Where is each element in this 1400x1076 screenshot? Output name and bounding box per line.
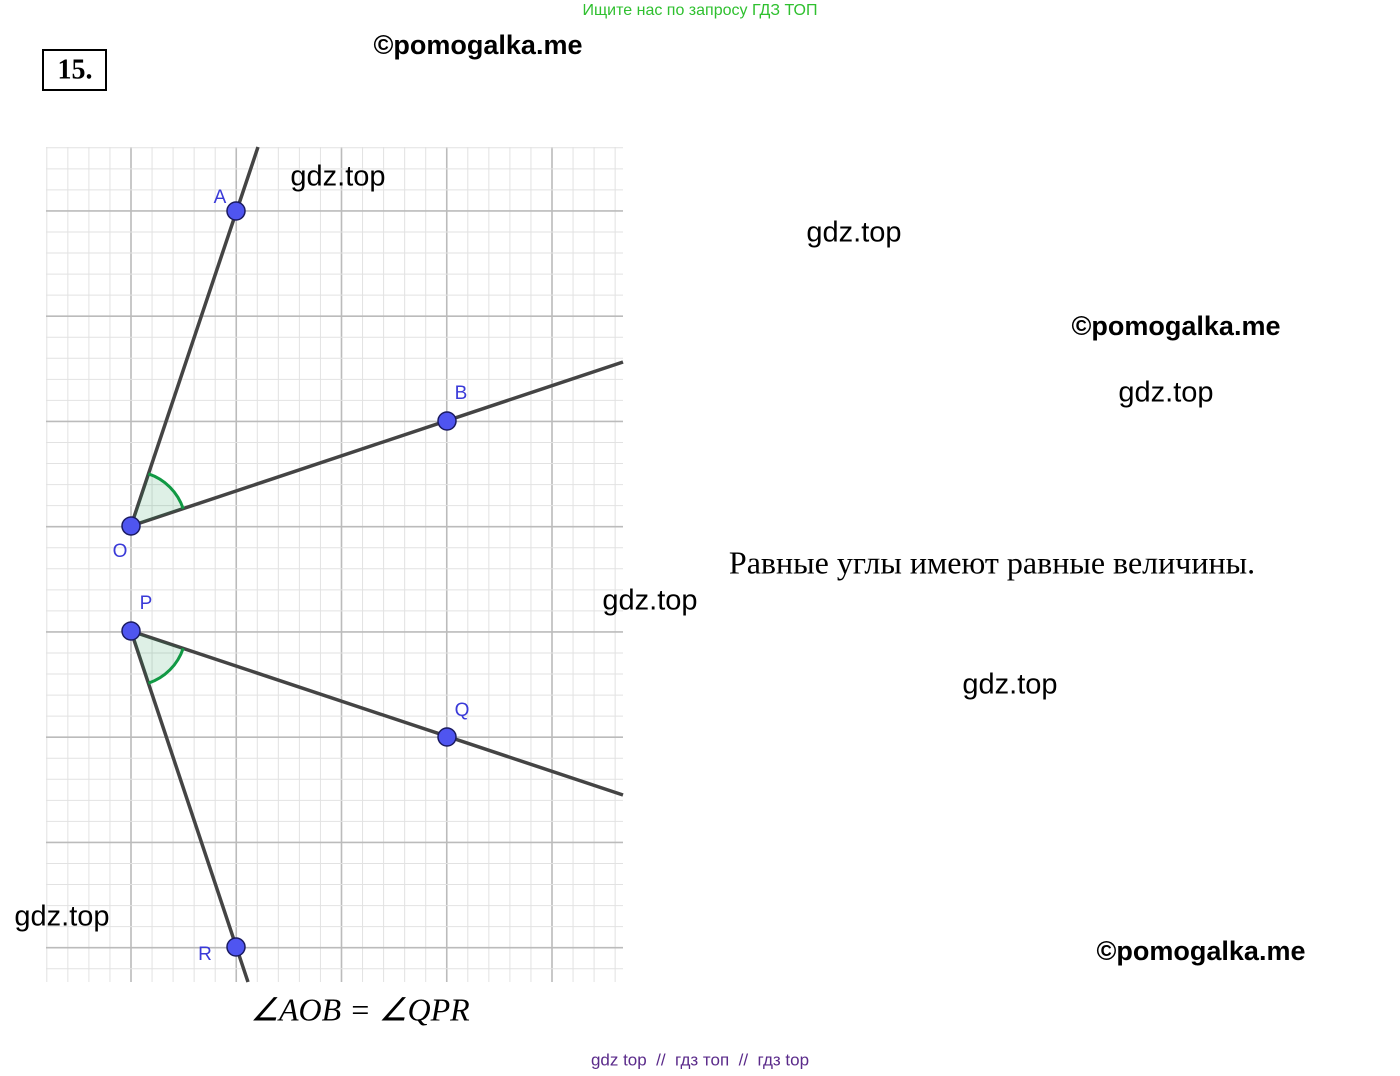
points: A B O P Q R: [113, 187, 470, 965]
watermarks: ©pomogalka.me gdz.top gdz.top ©pomogalka.me…: [14, 30, 1305, 966]
problem-number: 15.: [58, 54, 93, 85]
grid: [46, 147, 623, 982]
footer: gdz top // гдз топ // гдз top: [591, 1050, 809, 1069]
point: [121, 621, 141, 641]
point-label: R: [198, 944, 212, 965]
watermark: ©pomogalka.me: [374, 30, 583, 60]
ray-pr: [129, 630, 250, 983]
header-note: Ищите нас по запросу ГДЗ ТОП: [583, 2, 818, 19]
ray-pq: [130, 629, 624, 797]
point: [437, 411, 457, 431]
point: [226, 937, 246, 957]
point: [121, 516, 141, 536]
watermark: ©pomogalka.me: [1072, 311, 1281, 341]
angle-arc: [147, 472, 185, 510]
point: [226, 201, 246, 221]
point-label: Q: [455, 700, 470, 721]
point-label: O: [113, 541, 128, 562]
equation: ∠AOB = ∠QPR: [250, 991, 470, 1027]
watermark: ©pomogalka.me: [1097, 936, 1306, 966]
point-label: P: [140, 593, 153, 614]
point-label: B: [455, 383, 468, 404]
statement: Равные углы имеют равные величины.: [729, 544, 1255, 580]
watermark: gdz.top: [962, 669, 1057, 701]
watermark: gdz.top: [1118, 377, 1213, 409]
rays: [129, 146, 624, 983]
angle-arc: [147, 647, 185, 685]
watermark: gdz.top: [602, 585, 697, 617]
number-box: [42, 49, 107, 91]
point-label: A: [214, 187, 227, 208]
point: [437, 727, 457, 747]
watermark: gdz.top: [290, 161, 385, 193]
angle-qpr: [131, 631, 184, 684]
ray-ob: [130, 360, 624, 528]
watermark: gdz.top: [14, 901, 109, 933]
watermark: gdz.top: [806, 217, 901, 249]
angle-aob: [131, 473, 184, 526]
